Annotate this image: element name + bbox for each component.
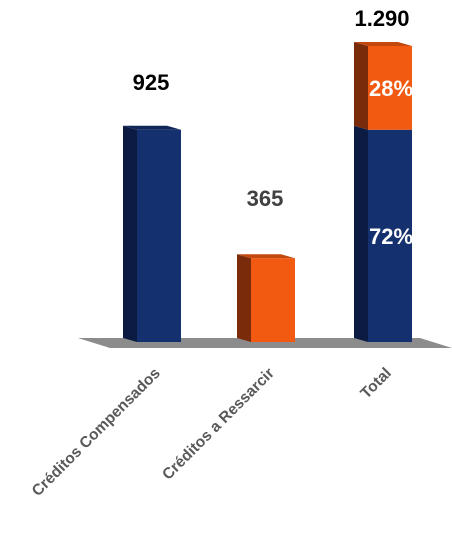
category-label-1: Créditos Compensados (29, 365, 164, 500)
bar-total-segment-1 (368, 129, 412, 342)
category-label-3: Total (357, 365, 394, 402)
value-label-2: 365 (247, 186, 284, 211)
bar-1-top (123, 125, 181, 130)
percent-label-2: 28% (369, 76, 413, 101)
bar-1-side (123, 125, 137, 342)
bar-2 (251, 258, 295, 342)
bars-group (123, 42, 412, 342)
bar-2-side (237, 254, 251, 342)
bar-total-segment-2 (368, 46, 412, 130)
value-label-1: 925 (133, 70, 170, 95)
percent-label-1: 72% (369, 224, 413, 249)
value-label-3: 1.290 (354, 6, 409, 31)
category-label-2: Créditos a Ressarcir (159, 365, 278, 484)
bar-2-top (237, 254, 295, 259)
bar-total-segment-1-side (354, 125, 368, 342)
bar-total-segment-2-side (354, 42, 368, 130)
bar-1 (137, 129, 181, 342)
bar-total-segment-2-top (354, 42, 412, 46)
